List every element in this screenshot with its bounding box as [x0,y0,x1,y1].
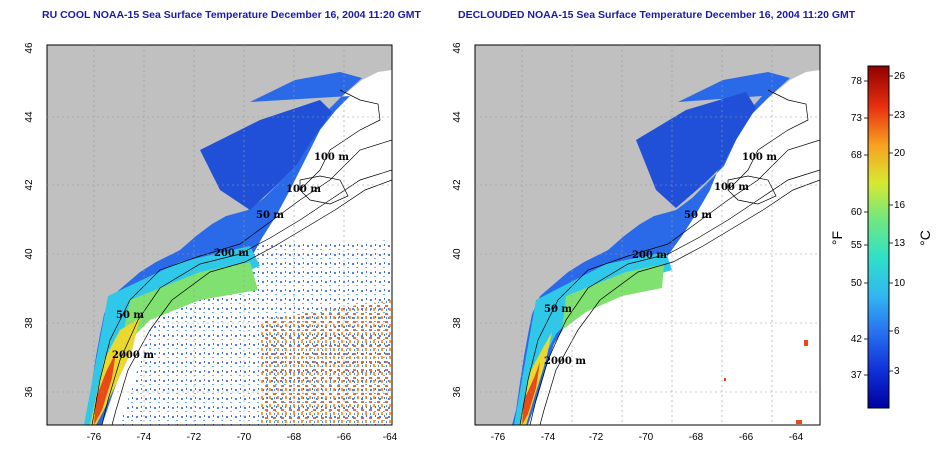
temperature-colorbar: 78 73 68 60 55 50 42 37 26 23 20 16 13 1… [829,65,933,409]
contour-label: 100 m [286,184,321,195]
lon-tick: -66 [739,432,754,443]
lon-tick: -68 [287,432,302,443]
lat-tick: 46 [452,42,463,54]
contour-label: 200 m [632,250,667,261]
contour-label: 100 m [742,152,777,163]
right-sst-map: 100 m 100 m 50 m 200 m 50 m 2000 m -76 -… [452,42,821,443]
sst-shelf-water [84,72,362,425]
lon-tick: -68 [689,432,704,443]
lat-tick: 42 [452,179,463,191]
contour-label: 50 m [544,304,572,315]
f-tick: 50 [851,278,863,289]
lat-tick: 40 [452,248,463,260]
lat-tick: 42 [24,179,35,191]
lon-tick: -72 [187,432,202,443]
c-tick: 16 [894,200,906,211]
c-tick: 6 [894,326,900,337]
contour-label: 100 m [714,182,749,193]
contour-label: 2000 m [544,356,586,367]
lat-tick: 38 [452,317,463,329]
f-tick: 68 [851,150,863,161]
left-sst-map: 100 m 100 m 50 m 200 m 50 m 2000 m -76 -… [24,42,398,443]
lon-tick: -72 [589,432,604,443]
c-tick: 3 [894,366,900,377]
lon-tick: -66 [337,432,352,443]
lat-tick: 36 [24,386,35,398]
contour-label: 50 m [684,210,712,221]
lat-tick: 40 [24,248,35,260]
lon-tick: -64 [383,432,398,443]
lat-tick: 44 [24,111,35,123]
f-tick: 42 [851,334,863,345]
c-tick: 23 [894,110,906,121]
left-map-title: RU COOL NOAA-15 Sea Surface Temperature … [42,9,421,21]
sst-shelf-water [512,72,790,425]
c-tick: 10 [894,278,906,289]
contour-label: 2000 m [112,350,154,361]
lat-tick: 38 [24,317,35,329]
f-tick: 78 [851,76,863,87]
lat-tick: 46 [24,42,35,54]
f-tick: 73 [851,113,863,124]
lat-tick: 44 [452,111,463,123]
lon-tick: -76 [87,432,102,443]
f-tick: 55 [851,240,863,251]
lat-tick: 36 [452,386,463,398]
lon-tick: -74 [137,432,152,443]
c-tick: 26 [894,71,906,82]
f-tick: 60 [851,207,863,218]
c-tick: 13 [894,238,906,249]
c-tick: 20 [894,148,906,159]
right-map-title: DECLOUDED NOAA-15 Sea Surface Temperatur… [458,9,856,21]
lon-tick: -70 [237,432,252,443]
celsius-label: °C [917,230,933,246]
contour-label: 100 m [314,152,349,163]
lon-tick: -76 [491,432,506,443]
f-tick: 37 [851,370,863,381]
lon-tick: -64 [789,432,804,443]
contour-label: 50 m [256,210,284,221]
fahrenheit-label: °F [829,231,845,245]
lon-tick: -70 [639,432,654,443]
contour-label: 200 m [214,248,249,259]
colorbar-gradient [867,65,890,409]
lon-tick: -74 [541,432,556,443]
contour-label: 50 m [116,310,144,321]
